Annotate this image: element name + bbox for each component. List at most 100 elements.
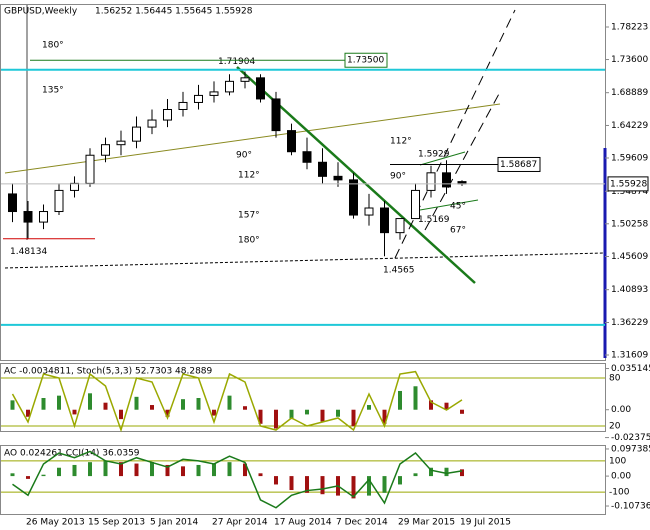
- candle-body: [271, 98, 281, 132]
- candle-body: [240, 77, 250, 82]
- candle-body: [163, 108, 172, 121]
- histogram-bar: [243, 463, 247, 477]
- histogram-bar: [227, 462, 232, 477]
- y-tick-label: 0.035145: [611, 364, 650, 374]
- candle-body: [101, 144, 110, 156]
- histogram-bar: [305, 409, 309, 415]
- main-frame: [0, 4, 606, 361]
- y-tick-label: 0.00: [611, 405, 631, 415]
- histogram-bar: [398, 476, 402, 485]
- annotation: 1.5169: [418, 215, 450, 225]
- angle-label: 180°: [238, 236, 260, 246]
- histogram-bar: [336, 409, 340, 417]
- histogram-bar: [134, 396, 139, 410]
- histogram-bar: [398, 390, 402, 410]
- histogram-bar: [351, 476, 356, 499]
- candle-body: [442, 172, 451, 188]
- histogram-bar: [150, 405, 154, 410]
- histogram-bar: [88, 393, 92, 410]
- y-tick-label: 1.59609: [611, 153, 648, 163]
- histogram-bar: [57, 467, 61, 477]
- angle-label: 135°: [42, 86, 64, 96]
- angle-label: 90°: [236, 151, 252, 161]
- histogram-bar: [10, 400, 15, 410]
- candle-body: [8, 193, 17, 213]
- annotation: 1.55928: [610, 179, 647, 189]
- histogram-bar: [72, 409, 77, 415]
- histogram-bar: [413, 473, 418, 477]
- candle-body: [178, 101, 188, 110]
- histogram-bar: [134, 463, 139, 477]
- y-tick-label: 1.45609: [611, 252, 648, 262]
- histogram-bar: [320, 409, 325, 422]
- candle-body: [318, 161, 327, 177]
- angle-label: 180°: [42, 41, 64, 51]
- label-box: [344, 52, 388, 68]
- histogram-bar: [165, 464, 170, 477]
- candle-body: [70, 182, 79, 191]
- candle-body: [132, 126, 141, 142]
- candle-body: [23, 211, 33, 223]
- fan-line: [419, 151, 466, 166]
- histogram-bar: [429, 467, 433, 477]
- trend-dashed: [4, 252, 606, 269]
- histogram-bar: [165, 409, 170, 417]
- indicator-line: [12, 450, 463, 509]
- histogram-bar: [150, 462, 154, 477]
- x-tick-label: 27 Apr 2014: [212, 518, 268, 528]
- y-tick-label: 1.78223: [611, 23, 648, 33]
- histogram-bar: [413, 386, 418, 410]
- y-tick-label: 1.73600: [611, 55, 648, 65]
- annotation: 1.5929: [418, 150, 450, 160]
- histogram-bar: [258, 473, 263, 477]
- histogram-bar: [444, 402, 449, 410]
- angle-label: 67°: [450, 226, 466, 236]
- annotation: 1.73500: [347, 56, 384, 66]
- y2-tick-label: 80: [609, 374, 621, 384]
- x-tick-label: 15 Sep 2013: [88, 518, 145, 528]
- channel-dashed: [394, 9, 516, 259]
- histogram-bar: [103, 402, 108, 410]
- ao-label: AO 0.024261 CCI(14) 36.0359: [4, 449, 140, 459]
- annotation: 1.48134: [10, 247, 47, 257]
- histogram-bar: [119, 409, 123, 420]
- x-tick-label: 29 Mar 2015: [398, 518, 455, 528]
- x-tick-label: 26 May 2013: [26, 518, 85, 528]
- symbol-title: GBPUSD,Weekly: [4, 7, 78, 17]
- histogram-bar: [181, 466, 185, 477]
- histogram-bar: [289, 409, 294, 420]
- histogram-bar: [41, 398, 46, 410]
- candle-body: [426, 172, 436, 191]
- y-tick-label: 1.50258: [611, 219, 648, 229]
- histogram-bar: [227, 395, 232, 410]
- y-tick-label: 1.68889: [611, 88, 648, 98]
- candle-body: [256, 77, 265, 100]
- channel-dashed: [424, 91, 501, 231]
- ohlc-label: 1.56252 1.56445 1.55645 1.55928: [95, 7, 253, 17]
- histogram-bar: [103, 460, 108, 477]
- histogram-bar: [460, 409, 464, 414]
- x-tick-label: 19 Jul 2015: [460, 518, 511, 528]
- candle-body: [194, 94, 203, 103]
- histogram-bar: [212, 463, 216, 477]
- y2-tick-label: 20: [609, 422, 621, 432]
- histogram-bar: [196, 464, 201, 477]
- candle-body: [225, 80, 234, 93]
- histogram-bar: [72, 464, 77, 477]
- annotation: 1.58687: [500, 160, 537, 170]
- histogram-bar: [274, 476, 278, 485]
- candle-body: [380, 207, 389, 234]
- candle-body: [147, 119, 157, 128]
- histogram-bar: [305, 476, 309, 493]
- histogram-bar: [274, 409, 278, 429]
- candle-body: [349, 179, 358, 216]
- histogram-bar: [88, 462, 92, 477]
- histogram-bar: [57, 395, 61, 410]
- y-tick-label: 1.36229: [611, 318, 648, 328]
- histogram-bar: [289, 476, 294, 491]
- candle-body: [287, 130, 296, 153]
- ac-frame: [0, 363, 606, 432]
